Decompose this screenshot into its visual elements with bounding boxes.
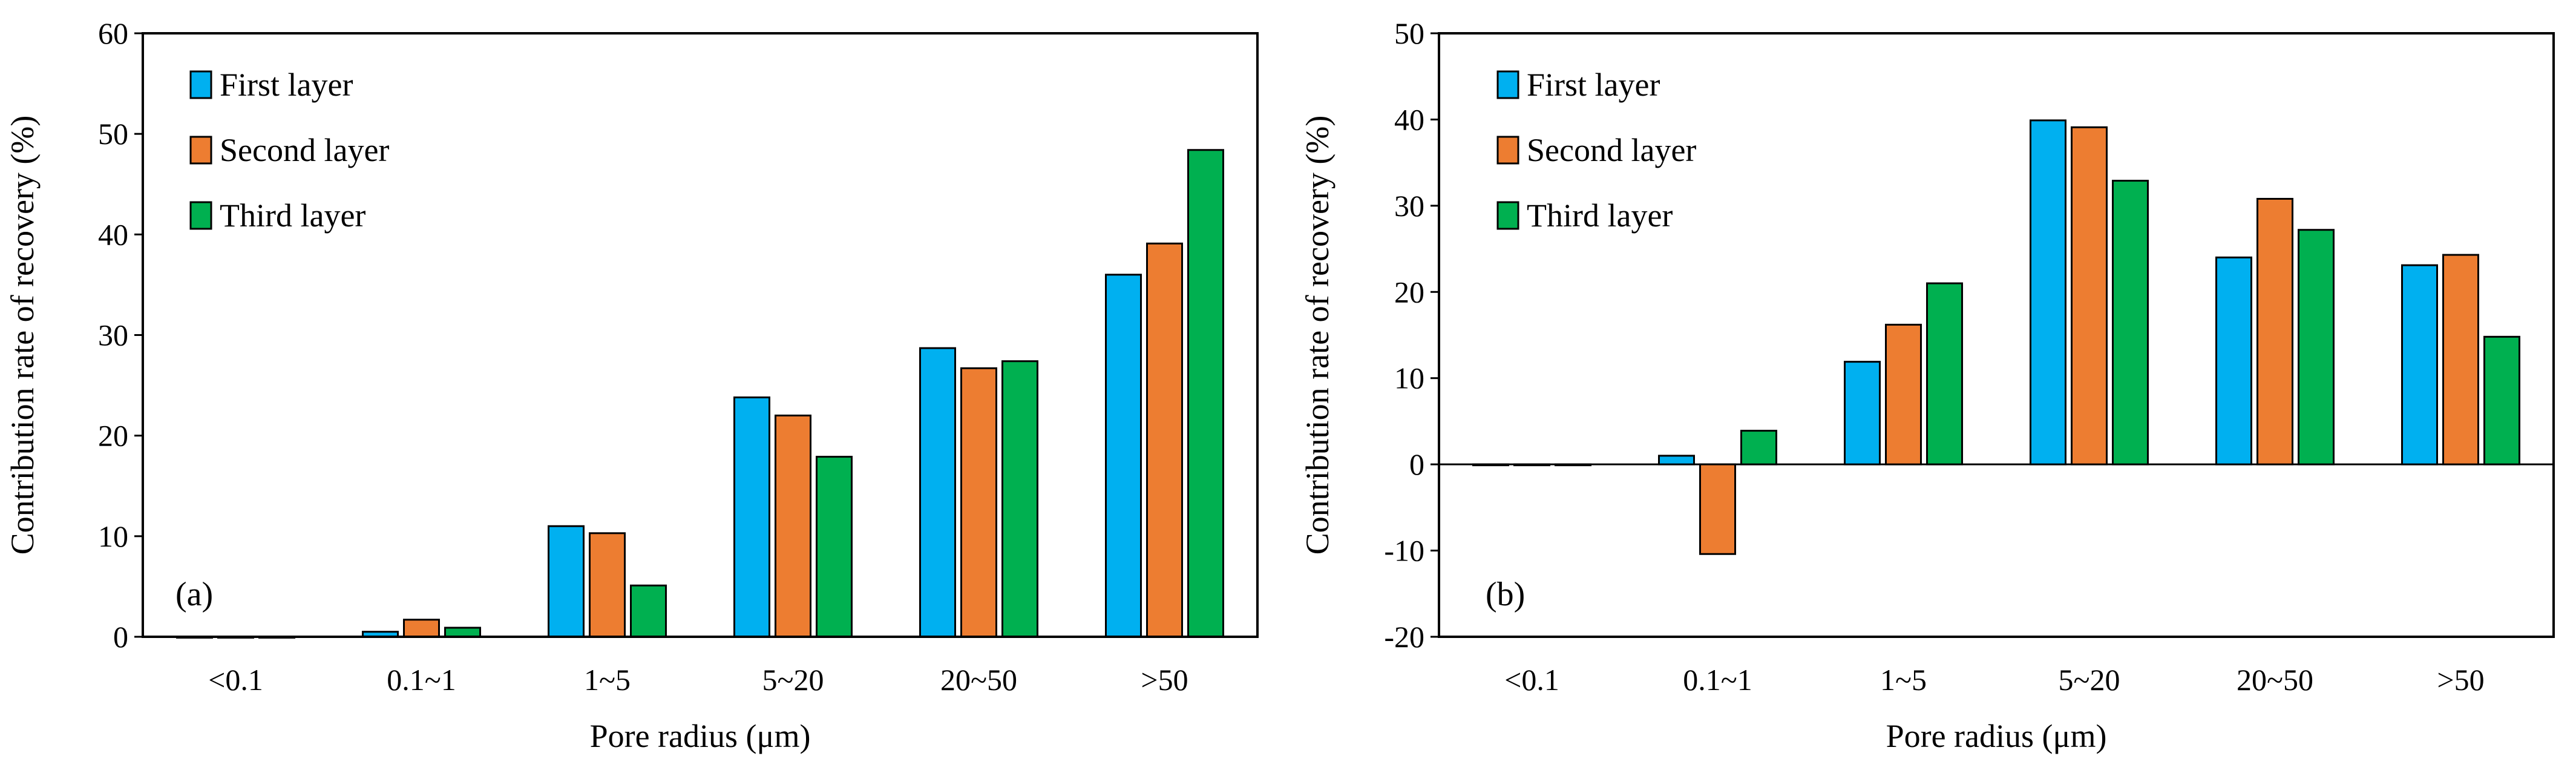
legend-swatch	[1496, 136, 1519, 165]
bar-third-layer-5	[1187, 149, 1224, 638]
x-tick-label: 1~5	[1880, 663, 1927, 697]
plot-frame	[1438, 32, 2555, 638]
y-tick-label: 0	[113, 620, 128, 654]
bar-third-layer-2	[630, 584, 667, 638]
bar-second-layer-2	[1885, 323, 1922, 465]
x-axis-title: Pore radius (μm)	[1886, 718, 2107, 754]
bar-third-layer-1	[444, 626, 481, 638]
x-axis-title: Pore radius (μm)	[590, 718, 811, 754]
x-tick-label: 1~5	[584, 663, 631, 697]
y-tick-label: 40	[1394, 102, 1424, 136]
x-tick-label: >50	[2437, 663, 2484, 697]
x-tick-label: <0.1	[208, 663, 263, 697]
legend-label: Second layer	[1527, 132, 1696, 168]
bar-second-layer-3	[775, 414, 811, 638]
y-tick-label: 10	[1394, 361, 1424, 395]
bar-first-layer-4	[919, 347, 956, 638]
bar-third-layer-4	[2298, 229, 2335, 465]
y-tick-label: 40	[98, 217, 128, 251]
panel-label: (a)	[175, 576, 213, 613]
chart-panel-a: 0 10 20 30 40 50 60 <0.1 0.1~1 1~5 5~20 20~50 >50 Por…	[4, 16, 1259, 754]
y-axis-title: Contribution rate of recovery (%)	[4, 116, 41, 555]
bar-first-layer-0	[1472, 463, 1509, 467]
legend-label: Third layer	[1527, 197, 1673, 234]
legend-label: Second layer	[220, 132, 389, 168]
bar-second-layer-1	[403, 619, 440, 638]
chart-panel-b: -20 -10 0 10 20 30 40 50 <0.1 0.1~1 1~5 5~20 20~50 >5…	[1299, 16, 2555, 754]
bar-second-layer-0	[1513, 463, 1550, 467]
bar-second-layer-5	[2442, 254, 2479, 465]
x-tick-label: 5~20	[2058, 663, 2120, 697]
bar-second-layer-3	[2071, 126, 2108, 465]
y-tick-label: 0	[1409, 447, 1424, 481]
bar-second-layer-5	[1146, 242, 1183, 638]
legend-swatch	[1496, 201, 1519, 230]
legend-swatch	[189, 136, 212, 165]
y-tick-label: 30	[98, 318, 128, 352]
legend-swatch	[189, 70, 212, 99]
y-tick-label: 30	[1394, 189, 1424, 223]
plot-frame	[142, 32, 1259, 638]
x-tick-label: <0.1	[1504, 663, 1559, 697]
legend-swatch	[189, 201, 212, 230]
panel-label: (b)	[1486, 576, 1525, 613]
bar-third-layer-2	[1926, 282, 1963, 465]
bar-first-layer-5	[1105, 274, 1142, 638]
y-tick-label: 50	[98, 117, 128, 151]
y-tick-label: -20	[1384, 620, 1424, 654]
bar-second-layer-4	[960, 367, 997, 638]
bar-first-layer-5	[2401, 264, 2438, 465]
y-tick-label: 20	[1394, 275, 1424, 309]
bar-first-layer-2	[548, 525, 585, 638]
legend-swatch	[1496, 70, 1519, 99]
y-tick-label: 20	[98, 419, 128, 453]
x-tick-label: 20~50	[940, 663, 1017, 697]
y-tick-label: 10	[98, 519, 128, 553]
bar-first-layer-3	[733, 396, 770, 638]
bar-first-layer-2	[1844, 361, 1881, 465]
legend-label: First layer	[220, 67, 353, 103]
bar-third-layer-0	[1555, 463, 1591, 467]
bar-second-layer-2	[589, 532, 626, 638]
bar-third-layer-5	[2483, 335, 2520, 465]
x-tick-label: 5~20	[762, 663, 824, 697]
legend-label: First layer	[1527, 67, 1660, 103]
x-tick-label: 0.1~1	[387, 663, 456, 697]
bar-first-layer-1	[1658, 455, 1695, 465]
bar-third-layer-3	[2112, 180, 2149, 465]
x-tick-label: 0.1~1	[1683, 663, 1752, 697]
legend-label: Third layer	[220, 197, 365, 234]
x-tick-label: >50	[1141, 663, 1188, 697]
bar-third-layer-4	[1001, 360, 1038, 638]
x-tick-label: 20~50	[2237, 663, 2313, 697]
bar-second-layer-4	[2256, 197, 2293, 465]
y-axis-title: Contribution rate of recovery (%)	[1299, 116, 1336, 555]
y-tick-label: 50	[1394, 16, 1424, 50]
bar-first-layer-3	[2030, 119, 2066, 465]
bar-third-layer-3	[816, 456, 853, 638]
bar-first-layer-4	[2215, 256, 2252, 465]
y-tick-label: -10	[1384, 534, 1424, 568]
bar-third-layer-1	[1740, 430, 1777, 465]
bar-second-layer-1	[1699, 463, 1736, 555]
y-tick-label: 60	[98, 16, 128, 50]
